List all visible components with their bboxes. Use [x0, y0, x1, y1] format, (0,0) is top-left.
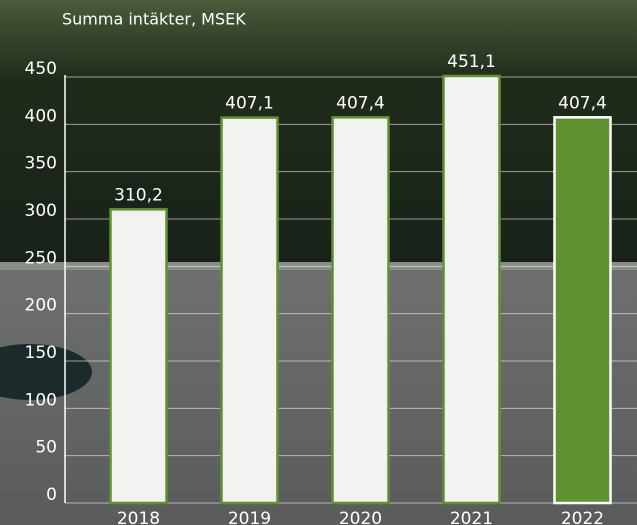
y-tick-label: 0	[46, 485, 57, 505]
x-tick-label: 2020	[339, 509, 382, 525]
y-tick-label: 200	[25, 296, 57, 316]
y-tick-label: 250	[25, 248, 57, 268]
y-tick-label: 150	[25, 343, 57, 363]
y-tick-label: 400	[25, 106, 57, 126]
y-tick-label: 300	[25, 201, 57, 221]
chart-title: Summa intäkter, MSEK	[62, 10, 246, 29]
value-label: 407,4	[336, 93, 385, 113]
y-tick-label: 450	[25, 59, 57, 79]
bar	[109, 208, 168, 505]
background-car	[0, 344, 92, 400]
value-label: 310,2	[114, 185, 163, 205]
bar	[331, 116, 390, 505]
y-tick-label: 50	[35, 438, 57, 458]
y-tick-label: 350	[25, 154, 57, 174]
bar	[553, 116, 612, 505]
value-label: 407,4	[558, 93, 607, 113]
value-label: 407,1	[225, 94, 274, 114]
bar	[442, 74, 501, 505]
y-tick-label: 100	[25, 390, 57, 410]
x-tick-label: 2022	[561, 509, 604, 525]
background-road	[0, 268, 637, 525]
x-tick-label: 2019	[228, 509, 271, 525]
x-tick-label: 2018	[117, 509, 160, 525]
bar	[220, 116, 279, 505]
x-tick-label: 2021	[450, 509, 493, 525]
background-hedge	[0, 0, 637, 268]
value-label: 451,1	[447, 52, 496, 72]
